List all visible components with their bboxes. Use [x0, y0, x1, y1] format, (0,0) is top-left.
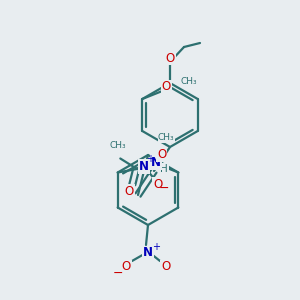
Text: O: O: [125, 185, 134, 198]
Text: N: N: [143, 247, 153, 260]
Text: CH₃: CH₃: [158, 134, 175, 142]
Text: N: N: [139, 160, 149, 173]
Text: H: H: [160, 164, 168, 174]
Text: N: N: [151, 156, 161, 169]
Text: CH₃: CH₃: [110, 142, 127, 151]
Text: O: O: [157, 148, 166, 161]
Text: +: +: [146, 154, 154, 164]
Text: O: O: [122, 260, 130, 274]
Text: O: O: [161, 260, 171, 274]
Text: H: H: [126, 188, 134, 198]
Text: O: O: [153, 178, 162, 191]
Text: −: −: [158, 182, 169, 195]
Text: +: +: [152, 242, 160, 252]
Text: −: −: [113, 266, 123, 280]
Text: CH₃: CH₃: [180, 76, 197, 85]
Text: O: O: [162, 80, 171, 94]
Text: O: O: [165, 52, 175, 64]
